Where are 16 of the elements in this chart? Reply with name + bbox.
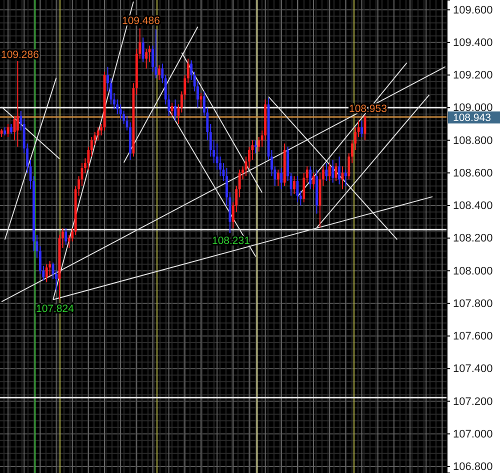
y-tick-label: 108.800: [453, 134, 493, 147]
y-tick-label: 107.800: [453, 298, 493, 310]
y-tick-label: 109.400: [453, 36, 493, 49]
y-tick-label: 107.000: [453, 428, 493, 440]
y-tick-label: 109.200: [453, 70, 493, 82]
ref-line-label: 108.943: [453, 112, 492, 124]
y-tick-label: 107.400: [453, 363, 493, 376]
y-tick-label: 108.400: [453, 200, 493, 212]
y-tick-label: 107.600: [453, 330, 493, 343]
y-tick-label: 108.200: [453, 232, 493, 245]
y-tick-label: 108.600: [453, 167, 493, 180]
y-tick-label: 108.000: [453, 265, 493, 278]
y-tick-label: 106.800: [453, 460, 493, 473]
y-tick-label: 109.600: [453, 4, 493, 16]
y-tick-label: 109.000: [453, 102, 493, 114]
y-tick-label: 107.200: [453, 396, 493, 408]
